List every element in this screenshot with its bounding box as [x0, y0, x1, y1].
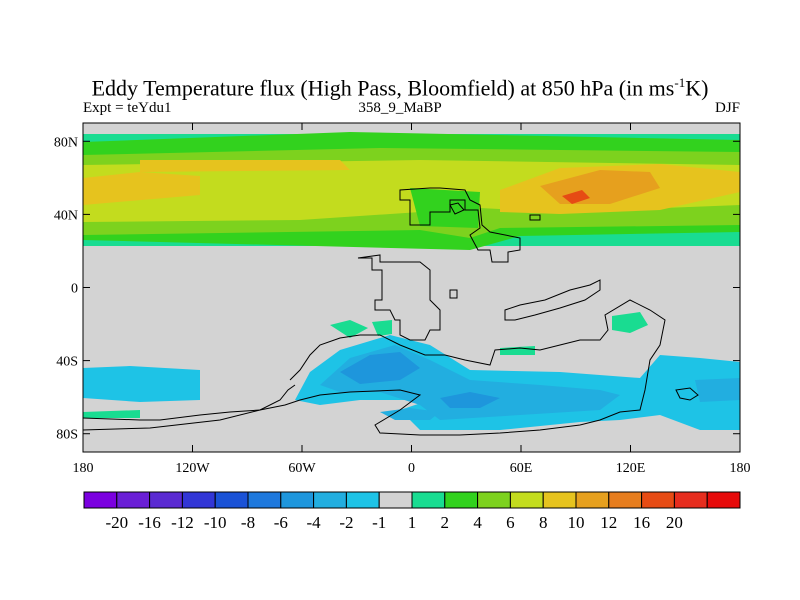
colorbar-swatch [83, 491, 118, 509]
lon-tick-label: 180 [73, 461, 94, 476]
colorbar-label: 12 [600, 513, 617, 532]
colorbar-label: -6 [274, 513, 288, 532]
colorbar-swatch [345, 491, 380, 509]
period-label: 358_9_MaBP [358, 100, 442, 116]
colorbar-label: -1 [372, 513, 386, 532]
experiment-label: Expt = teYdu1 [83, 100, 172, 116]
colorbar-swatch [313, 491, 347, 509]
coastline-east-island [675, 387, 699, 401]
colorbar-label: 2 [441, 513, 450, 532]
colorbar-swatch [608, 491, 643, 509]
colorbar-swatch [247, 491, 282, 509]
coastline-small-islet [529, 214, 541, 221]
colorbar-label: 20 [666, 513, 683, 532]
lat-tick-label: 80N [54, 135, 78, 150]
colorbar-label: 16 [633, 513, 650, 532]
colorbar-label: 4 [473, 513, 482, 532]
colorbar-label: -8 [241, 513, 255, 532]
lon-tick-label: 120W [175, 461, 210, 476]
colorbar-label: 1 [408, 513, 417, 532]
colorbar-swatch [575, 491, 610, 509]
colorbar-swatch [509, 491, 544, 509]
coastline-central-continent [357, 254, 441, 341]
colorbar-swatch [444, 491, 479, 509]
lon-tick-label: 60E [510, 461, 533, 476]
lon-tick-label: 120E [616, 461, 646, 476]
coastline-island [449, 289, 458, 299]
map-axis-ticks: 180 120W 60W 0 60E 120E 180 80N 40N 0 40S 80S [54, 123, 751, 476]
colorbar-label: -20 [105, 513, 128, 532]
colorbar-swatch [706, 491, 741, 509]
coastline-southern-continent [83, 299, 666, 436]
coastline-inner-lake [449, 202, 465, 215]
lat-tick-label: 0 [71, 282, 78, 297]
colorbar-swatch [673, 491, 708, 509]
colorbar-swatch [378, 491, 413, 509]
lat-tick-label: 40S [56, 355, 78, 370]
coastline-north-landmass [399, 187, 521, 263]
colorbar-swatch [641, 491, 675, 509]
colorbar-label: -2 [339, 513, 353, 532]
lat-tick-label: 80S [56, 428, 78, 443]
lon-tick-label: 0 [408, 461, 415, 476]
map-plot-area [83, 123, 740, 452]
colorbar-swatch [411, 491, 446, 509]
coastlines [83, 187, 699, 436]
lon-tick-label: 60W [288, 461, 316, 476]
southern-flux-band [83, 335, 740, 430]
colorbar-swatch [214, 491, 249, 509]
title-superscript: -1 [674, 75, 686, 90]
title-end: K) [685, 75, 709, 101]
colorbar-swatch [542, 491, 577, 509]
lat-tick-label: 40N [54, 208, 78, 223]
colorbar-swatch [149, 491, 183, 509]
colorbar-label: 10 [568, 513, 585, 532]
colorbar-label: -12 [171, 513, 194, 532]
coastline-western-strip [83, 384, 296, 431]
colorbar: -20 -16 -12 -10 -8 -6 -4 -2 -1 1 2 4 6 8 10 12 16 20 [83, 491, 741, 532]
colorbar-swatch [116, 491, 151, 509]
season-label: DJF [714, 100, 740, 116]
coastline-eastern-arm [504, 279, 601, 321]
colorbar-swatch [477, 491, 511, 509]
colorbar-label: -16 [138, 513, 161, 532]
colorbar-label: -4 [307, 513, 322, 532]
lon-tick-label: 180 [730, 461, 751, 476]
colorbar-swatch [181, 491, 216, 509]
colorbar-label: 8 [539, 513, 548, 532]
title-text: Eddy Temperature flux (High Pass, Bloomf… [91, 75, 675, 101]
northern-flux-band [83, 132, 740, 250]
colorbar-label: 6 [506, 513, 515, 532]
colorbar-swatch [280, 491, 315, 509]
plot-title: Eddy Temperature flux (High Pass, Bloomf… [0, 70, 800, 101]
colorbar-label: -10 [204, 513, 227, 532]
